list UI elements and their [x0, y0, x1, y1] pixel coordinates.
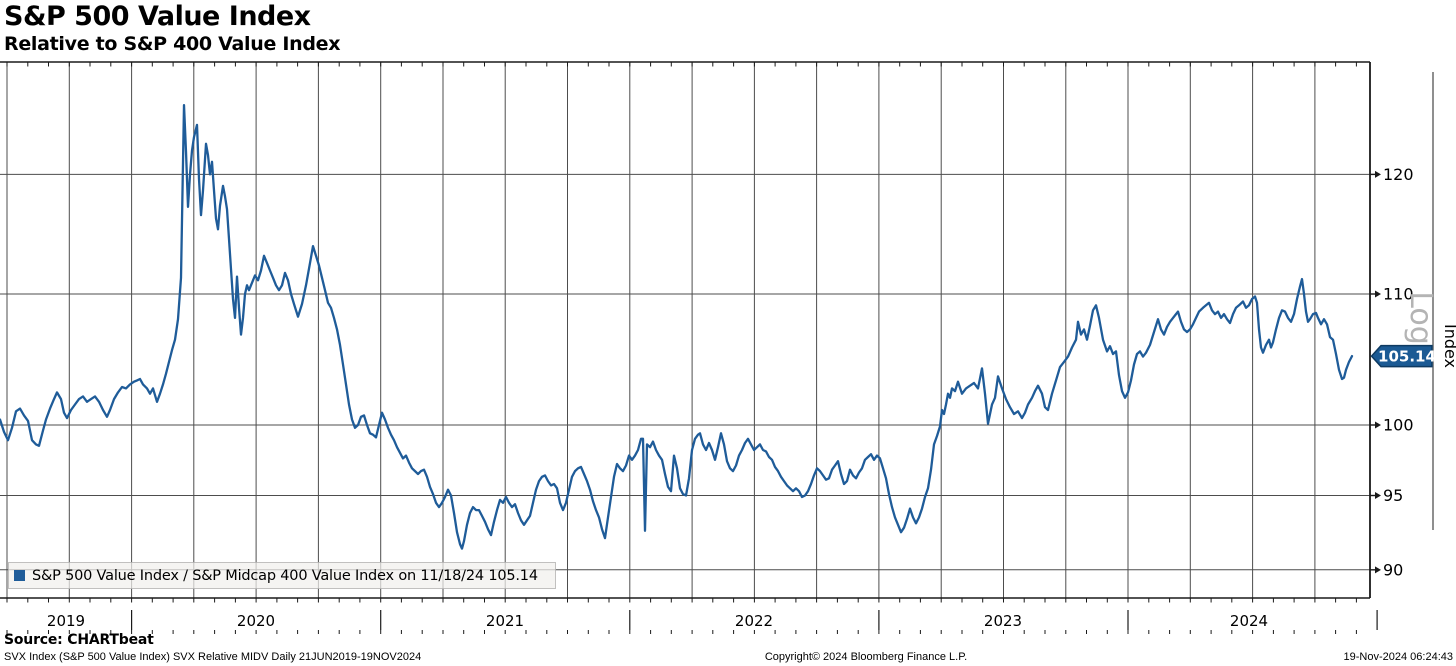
year-label: 2023: [984, 612, 1022, 630]
tick-arrow-icon: [1375, 421, 1381, 429]
tick-arrow-icon: [1375, 492, 1381, 500]
price-line-series: [0, 103, 1354, 550]
last-price-label: 105.14: [1378, 347, 1436, 365]
copyright-label: Copyright© 2024 Bloomberg Finance L.P.: [764, 651, 968, 663]
y-axis-labels: 120 110 100 95 90: [1370, 165, 1414, 579]
tick-arrow-icon: [1375, 290, 1381, 298]
legend-label: S&P 500 Value Index / S&P Midcap 400 Val…: [32, 567, 538, 584]
y-tick-label: 120: [1383, 165, 1414, 184]
year-label: 2019: [47, 612, 85, 630]
year-label: 2020: [237, 612, 275, 630]
x-axis-year-labels: 2019 2020 2021 2022 2023 2024: [47, 612, 1268, 630]
y-tick-label: 100: [1383, 416, 1414, 435]
last-price-bubble: 105.14: [1370, 344, 1436, 368]
y-tick-label: 90: [1383, 560, 1403, 579]
chart-subtitle: Relative to S&P 400 Value Index: [4, 33, 341, 55]
year-label: 2024: [1230, 612, 1268, 630]
source-label: Source: CHARTbeat: [4, 632, 154, 648]
year-label: 2021: [486, 612, 524, 630]
vertical-gridlines: [6, 62, 1316, 598]
timestamp-label: 19-Nov-2024 06:24:43: [1343, 651, 1453, 663]
y-tick-label: 95: [1383, 486, 1403, 505]
month-tick-marks: [6, 62, 1357, 634]
plot-border: [0, 61, 1371, 599]
log-scale-indicator: Log: [1403, 291, 1438, 345]
year-label: 2022: [735, 612, 773, 630]
legend-marker-icon: [14, 570, 25, 581]
y-tick-label: 110: [1383, 284, 1414, 303]
legend: S&P 500 Value Index / S&P Midcap 400 Val…: [8, 562, 556, 589]
index-axis-title: Index: [1441, 324, 1456, 368]
tick-arrow-icon: [1375, 566, 1381, 574]
page-title: S&P 500 Value Index: [4, 1, 311, 32]
chart-details-label: SVX Index (S&P 500 Value Index) SVX Rela…: [4, 651, 422, 663]
horizontal-gridlines: [0, 173, 1370, 571]
year-separator-ticks: [131, 610, 1378, 630]
tick-arrow-icon: [1375, 170, 1381, 178]
